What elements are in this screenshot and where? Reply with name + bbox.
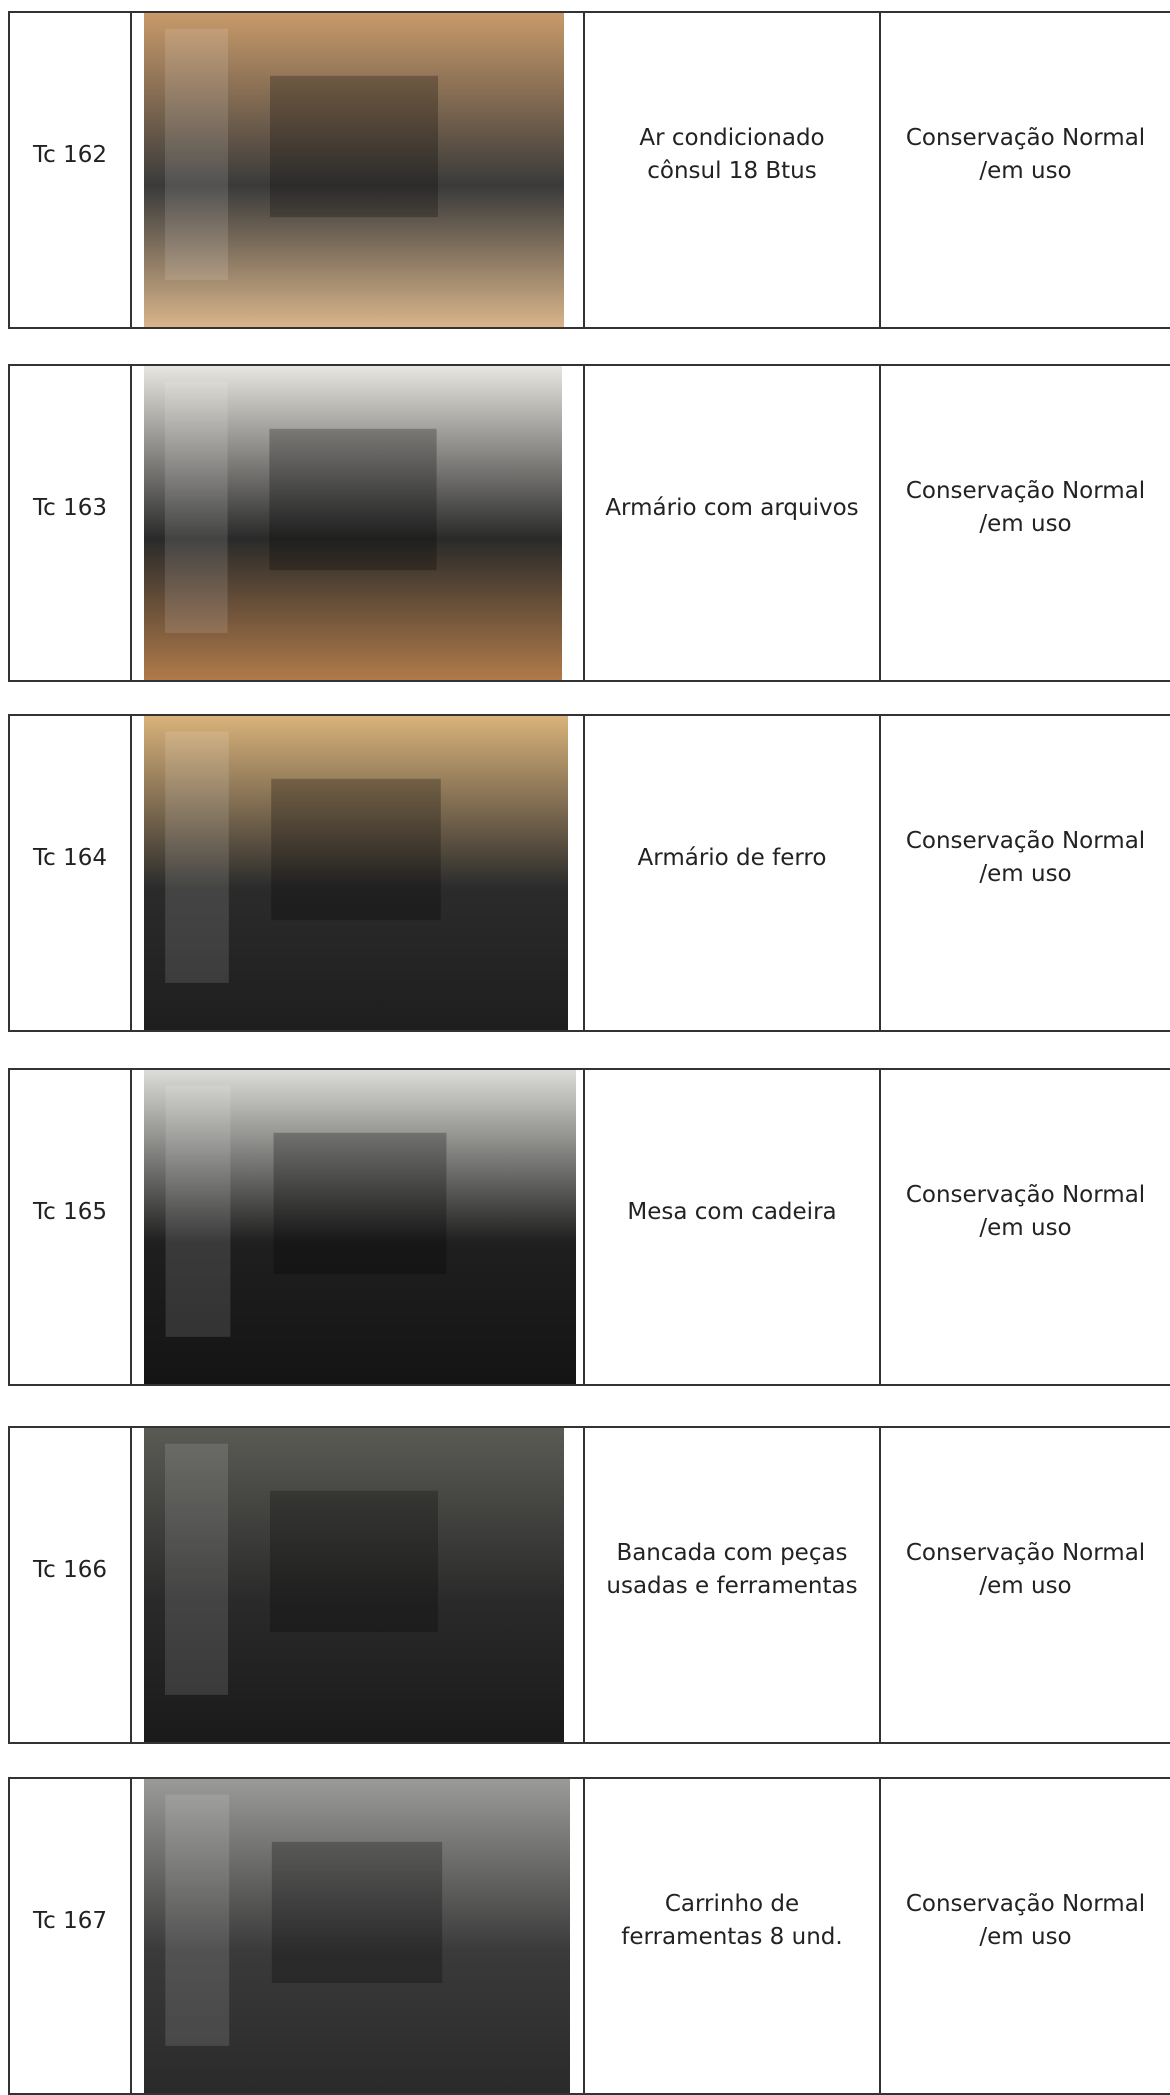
text-line: Mesa com cadeira [627, 1198, 837, 1225]
text-line: Armário com arquivos [605, 494, 859, 521]
photo [144, 1428, 564, 1742]
item-code: Tc 164 [33, 844, 107, 871]
photo-cell [132, 366, 585, 680]
item-code: Tc 167 [33, 1907, 107, 1934]
photo [144, 1779, 570, 2093]
table-row: Tc 167 Carrinho de ferramentas 8 und. Cons… [8, 1777, 1170, 2095]
code-cell: Tc 166 [10, 1428, 132, 1742]
photo [144, 1070, 576, 1384]
text-line: Bancada com peças [616, 1540, 848, 1566]
text-line: /em uso [979, 861, 1072, 887]
table-row: Tc 165 Mesa com cadeira Conservação Norma… [8, 1068, 1170, 1386]
status-cell: Conservação Normal/em uso [881, 1779, 1170, 2093]
item-code: Tc 162 [33, 141, 107, 168]
description-cell: Ar condicionado cônsul 18 Btus [585, 13, 881, 327]
table-row: Tc 166 Bancada com peças usadas e ferrame… [8, 1426, 1170, 1744]
photo [144, 13, 564, 327]
photo-cell [132, 1779, 585, 2093]
photo-cell [132, 1428, 585, 1742]
text-line: /em uso [979, 1573, 1072, 1599]
description-cell: Carrinho de ferramentas 8 und. [585, 1779, 881, 2093]
text-line: /em uso [979, 1924, 1072, 1950]
code-cell: Tc 167 [10, 1779, 132, 2093]
table-row: Tc 164 Armário de ferro Conservação Norma… [8, 714, 1170, 1032]
table-row: Tc 162 Ar condicionado cônsul 18 Btus Cons… [8, 11, 1170, 329]
photo-cell [132, 716, 585, 1030]
status-cell: Conservação Normal/em uso [881, 13, 1170, 327]
text-line: Conservação Normal [905, 1182, 1146, 1208]
text-line: /em uso [979, 511, 1072, 537]
status-cell: Conservação Normal/em uso [881, 366, 1170, 680]
description-cell: Bancada com peças usadas e ferramentas [585, 1428, 881, 1742]
text-line: /em uso [979, 158, 1072, 184]
description-cell: Mesa com cadeira [585, 1070, 881, 1384]
text-line: ferramentas 8 und. [621, 1924, 843, 1950]
text-line: cônsul 18 Btus [647, 158, 817, 184]
code-cell: Tc 164 [10, 716, 132, 1030]
table-row: Tc 163 Armário com arquivos Conservação N… [8, 364, 1170, 682]
photo-cell [132, 13, 585, 327]
status-cell: Conservação Normal/em uso [881, 1070, 1170, 1384]
text-line: Conservação Normal [905, 478, 1146, 504]
item-code: Tc 165 [33, 1198, 107, 1225]
photo [144, 366, 562, 680]
text-line: usadas e ferramentas [606, 1573, 858, 1599]
text-line: Conservação Normal [905, 1891, 1146, 1917]
code-cell: Tc 165 [10, 1070, 132, 1384]
description-cell: Armário de ferro [585, 716, 881, 1030]
text-line: Conservação Normal [905, 828, 1146, 854]
photo [144, 716, 568, 1030]
item-code: Tc 163 [33, 494, 107, 521]
text-line: Conservação Normal [905, 125, 1146, 151]
text-line: Carrinho de [664, 1891, 800, 1917]
text-line: Ar condicionado [639, 125, 825, 151]
code-cell: Tc 162 [10, 13, 132, 327]
photo-cell [132, 1070, 585, 1384]
text-line: Armário de ferro [637, 844, 827, 871]
status-cell: Conservação Normal/em uso [881, 1428, 1170, 1742]
text-line: /em uso [979, 1215, 1072, 1241]
status-cell: Conservação Normal/em uso [881, 716, 1170, 1030]
description-cell: Armário com arquivos [585, 366, 881, 680]
text-line: Conservação Normal [905, 1540, 1146, 1566]
code-cell: Tc 163 [10, 366, 132, 680]
item-code: Tc 166 [33, 1556, 107, 1583]
